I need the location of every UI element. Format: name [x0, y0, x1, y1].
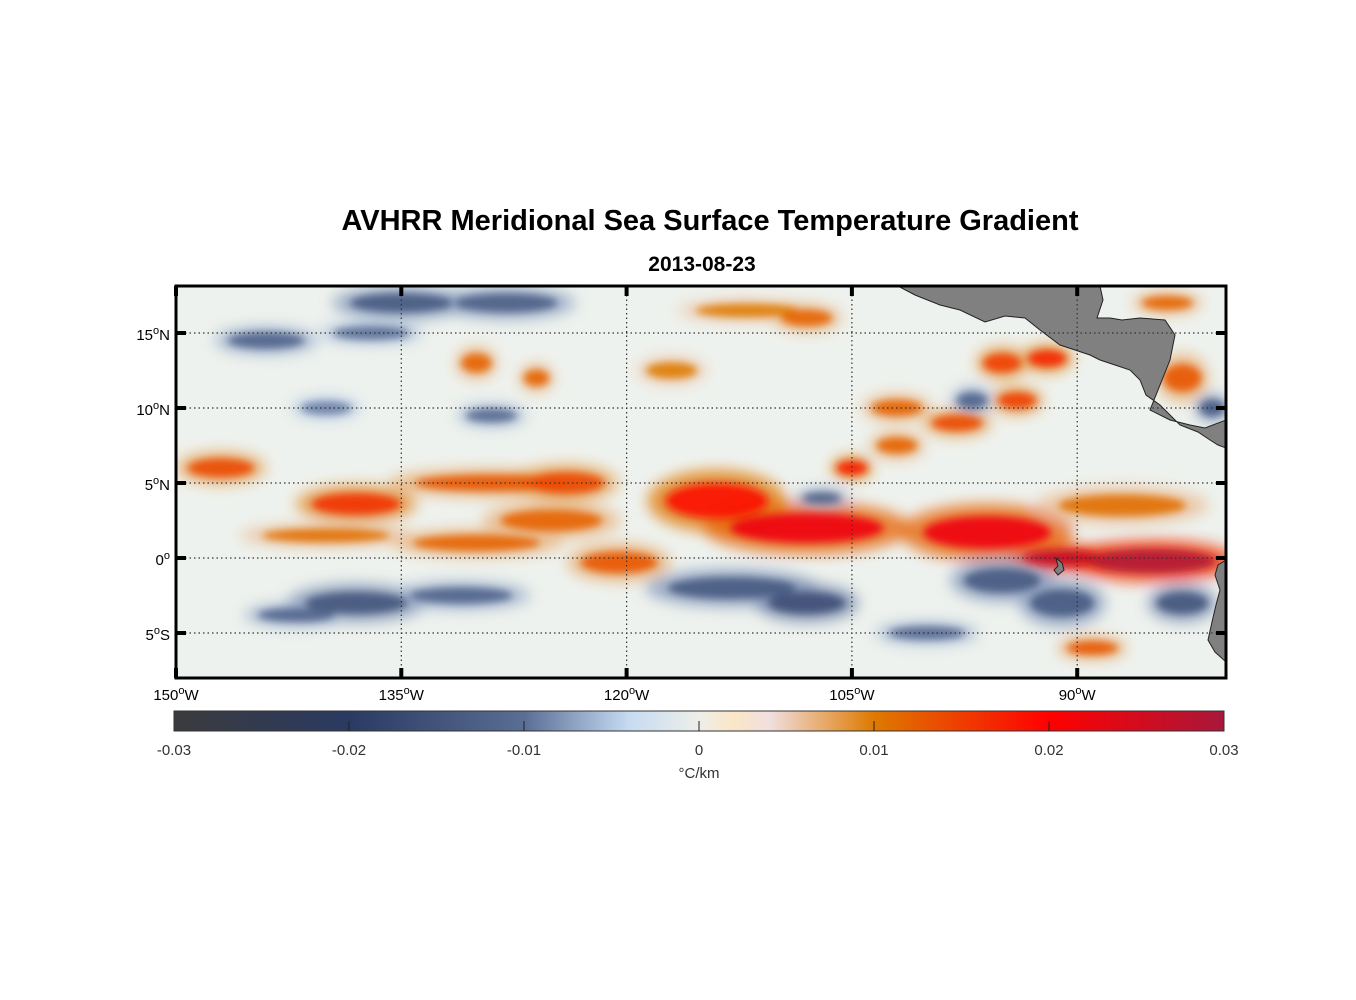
- anomaly-core: [1023, 549, 1101, 567]
- anomaly-core: [665, 483, 768, 519]
- anomaly-core: [768, 592, 846, 614]
- colorbar-tick-label: -0.02: [332, 742, 366, 759]
- field-core-layer: [187, 293, 1226, 655]
- land-south-america: [1207, 559, 1226, 663]
- anomaly-core: [528, 472, 605, 494]
- x-tick-label: 135oW: [379, 685, 425, 704]
- y-tick-label: 5oN: [145, 475, 170, 494]
- anomaly-core: [465, 408, 517, 423]
- colorbar-tick-label: 0.02: [1034, 742, 1063, 759]
- anomaly-core: [956, 392, 988, 409]
- anomaly-core: [802, 492, 842, 504]
- anomaly-core: [695, 303, 798, 318]
- anomaly-core: [300, 401, 352, 415]
- y-tick-label: 10oN: [136, 400, 170, 419]
- colorbar-ticks: -0.03 -0.02 -0.01 0 0.01 0.02 0.03: [157, 721, 1239, 759]
- map-field: [176, 286, 1226, 678]
- anomaly-core: [888, 626, 966, 640]
- anomaly-core: [781, 309, 833, 327]
- anomaly-core: [257, 608, 335, 622]
- x-tick-label: 90oW: [1059, 685, 1097, 704]
- anomaly-core: [412, 534, 541, 552]
- y-tick-label: 0o: [156, 550, 170, 569]
- anomaly-core: [332, 326, 410, 340]
- anomaly-core: [646, 362, 698, 379]
- anomaly-core: [523, 369, 550, 387]
- anomaly-core: [963, 568, 1041, 593]
- anomaly-core: [227, 332, 305, 349]
- x-tick-label: 120oW: [604, 685, 650, 704]
- anomaly-core: [461, 353, 492, 373]
- axis-tick-marks: [174, 286, 1226, 678]
- x-tick-label: 105oW: [829, 685, 875, 704]
- chart-title: AVHRR Meridional Sea Surface Temperature…: [341, 205, 1079, 237]
- land-central-america: [897, 286, 1226, 449]
- colorbar-tick-label: 0.01: [859, 742, 888, 759]
- y-axis-labels: 15oN 10oN 5oN 0o 5oS: [136, 325, 170, 644]
- anomaly-core: [1141, 296, 1193, 310]
- anomaly-core: [982, 353, 1022, 373]
- anomaly-core: [1066, 641, 1118, 655]
- chart-subtitle: 2013-08-23: [648, 253, 756, 276]
- colorbar-unit-label: °C/km: [679, 765, 720, 782]
- anomaly-core: [305, 592, 408, 614]
- colorbar-tick-label: -0.03: [157, 742, 191, 759]
- colorbar-tick-label: -0.01: [507, 742, 541, 759]
- anomaly-core: [500, 509, 603, 532]
- anomaly-core: [1156, 592, 1208, 614]
- anomaly-core: [350, 293, 453, 313]
- y-tick-label: 5oS: [146, 625, 170, 644]
- anomaly-core: [730, 513, 884, 543]
- anomaly-core: [1028, 350, 1067, 367]
- x-tick-label: 150oW: [153, 685, 199, 704]
- anomaly-core: [262, 528, 391, 543]
- anomaly-core: [931, 414, 983, 432]
- anomaly-core: [923, 516, 1051, 549]
- colorbar-tick-label: 0: [695, 742, 703, 759]
- anomaly-core: [1058, 494, 1187, 517]
- y-tick-label: 15oN: [136, 325, 170, 344]
- anomaly-core: [580, 551, 658, 574]
- anomaly-core: [1163, 364, 1202, 392]
- x-axis-labels: 150oW 135oW 120oW 105oW 90oW: [153, 685, 1096, 704]
- anomaly-core: [1088, 548, 1217, 574]
- anomaly-core: [311, 493, 401, 515]
- anomaly-core: [836, 461, 868, 475]
- anomaly-core: [187, 458, 255, 478]
- anomaly-core: [455, 293, 558, 313]
- anomaly-core: [876, 437, 918, 454]
- colorbar: -0.03 -0.02 -0.01 0 0.01 0.02 0.03 °C/km: [157, 710, 1239, 782]
- land-galapagos: [1053, 556, 1065, 576]
- anomaly-core: [997, 392, 1037, 409]
- colorbar-tick-label: 0.03: [1209, 742, 1238, 759]
- anomaly-core: [667, 577, 796, 599]
- anomaly-core: [410, 587, 513, 604]
- anomaly-core: [1030, 589, 1095, 617]
